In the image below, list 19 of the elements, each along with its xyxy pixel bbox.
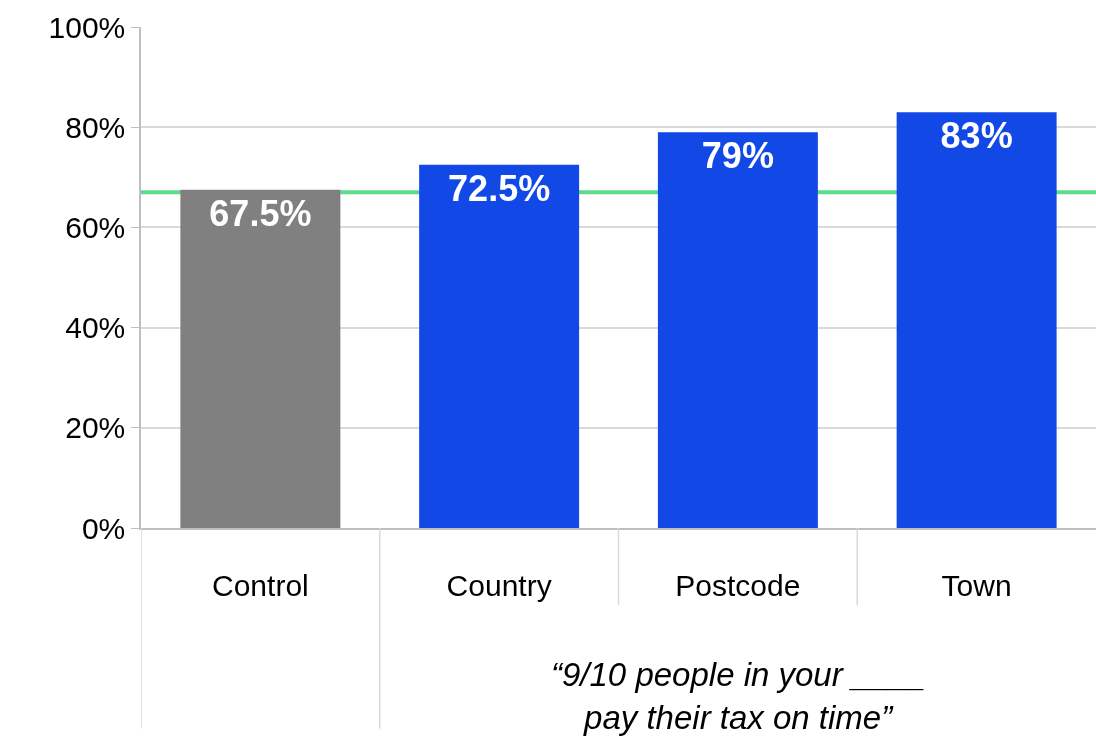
bar [180, 189, 341, 528]
y-tick-label: 60% [65, 210, 126, 244]
x-tick-label: Postcode [675, 568, 801, 602]
y-tick-label: 100% [48, 10, 126, 44]
x-tick-label: Town [941, 568, 1012, 602]
y-tick-label: 0% [81, 511, 126, 545]
bar [896, 112, 1057, 528]
y-tick-label: 40% [65, 311, 126, 345]
bar [419, 164, 580, 528]
x-tick-label: Country [446, 568, 552, 602]
x-tick-label: Control [212, 568, 309, 602]
y-tick-label: 20% [65, 411, 126, 445]
data-label: 67.5% [209, 192, 312, 234]
data-label: 79% [701, 135, 774, 177]
bar [657, 132, 818, 528]
data-label: 83% [940, 115, 1013, 157]
text: “9/10 people in your ____ pay their tax on time” [551, 656, 926, 736]
y-tick-label: 80% [65, 110, 126, 144]
data-label: 72.5% [448, 167, 551, 209]
